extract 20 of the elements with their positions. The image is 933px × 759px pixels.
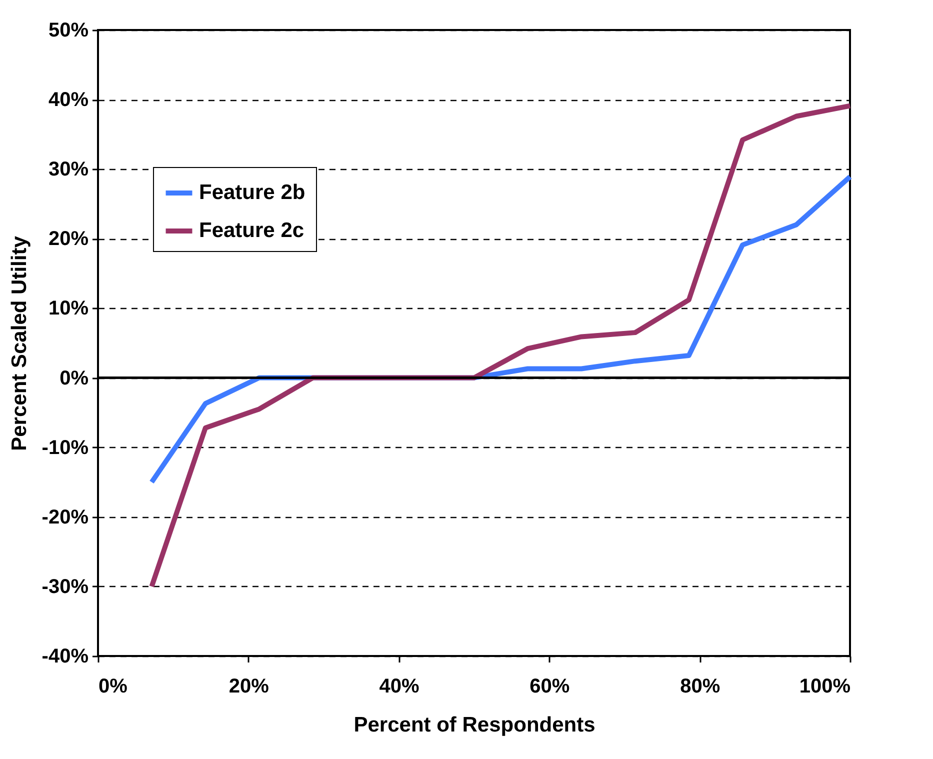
y-tick-label: -30% xyxy=(42,576,89,598)
legend-label: Feature 2c xyxy=(199,219,304,242)
x-tick-label: 100% xyxy=(799,676,851,698)
y-tick-label: 30% xyxy=(48,158,89,181)
y-tick-label: 10% xyxy=(48,298,89,320)
y-tick-label: 50% xyxy=(48,20,89,42)
y-tick-label: 40% xyxy=(48,89,89,112)
y-tick-label: -20% xyxy=(42,506,89,528)
x-tick-label: 60% xyxy=(530,676,570,698)
x-tick-label: 0% xyxy=(98,676,128,698)
x-tick-label: 40% xyxy=(379,676,420,698)
x-axis-title: Percent of Respondents xyxy=(354,714,596,736)
y-axis-title: Percent Scaled Utility xyxy=(8,236,31,451)
legend-label: Feature 2b xyxy=(199,181,306,204)
y-tick-label: 0% xyxy=(60,367,89,390)
x-tick-label: 20% xyxy=(228,676,270,698)
y-tick-label: -10% xyxy=(42,436,89,459)
y-tick-label: 20% xyxy=(48,228,89,250)
x-tick-label: 80% xyxy=(680,676,720,698)
y-tick-label: -40% xyxy=(42,646,89,668)
